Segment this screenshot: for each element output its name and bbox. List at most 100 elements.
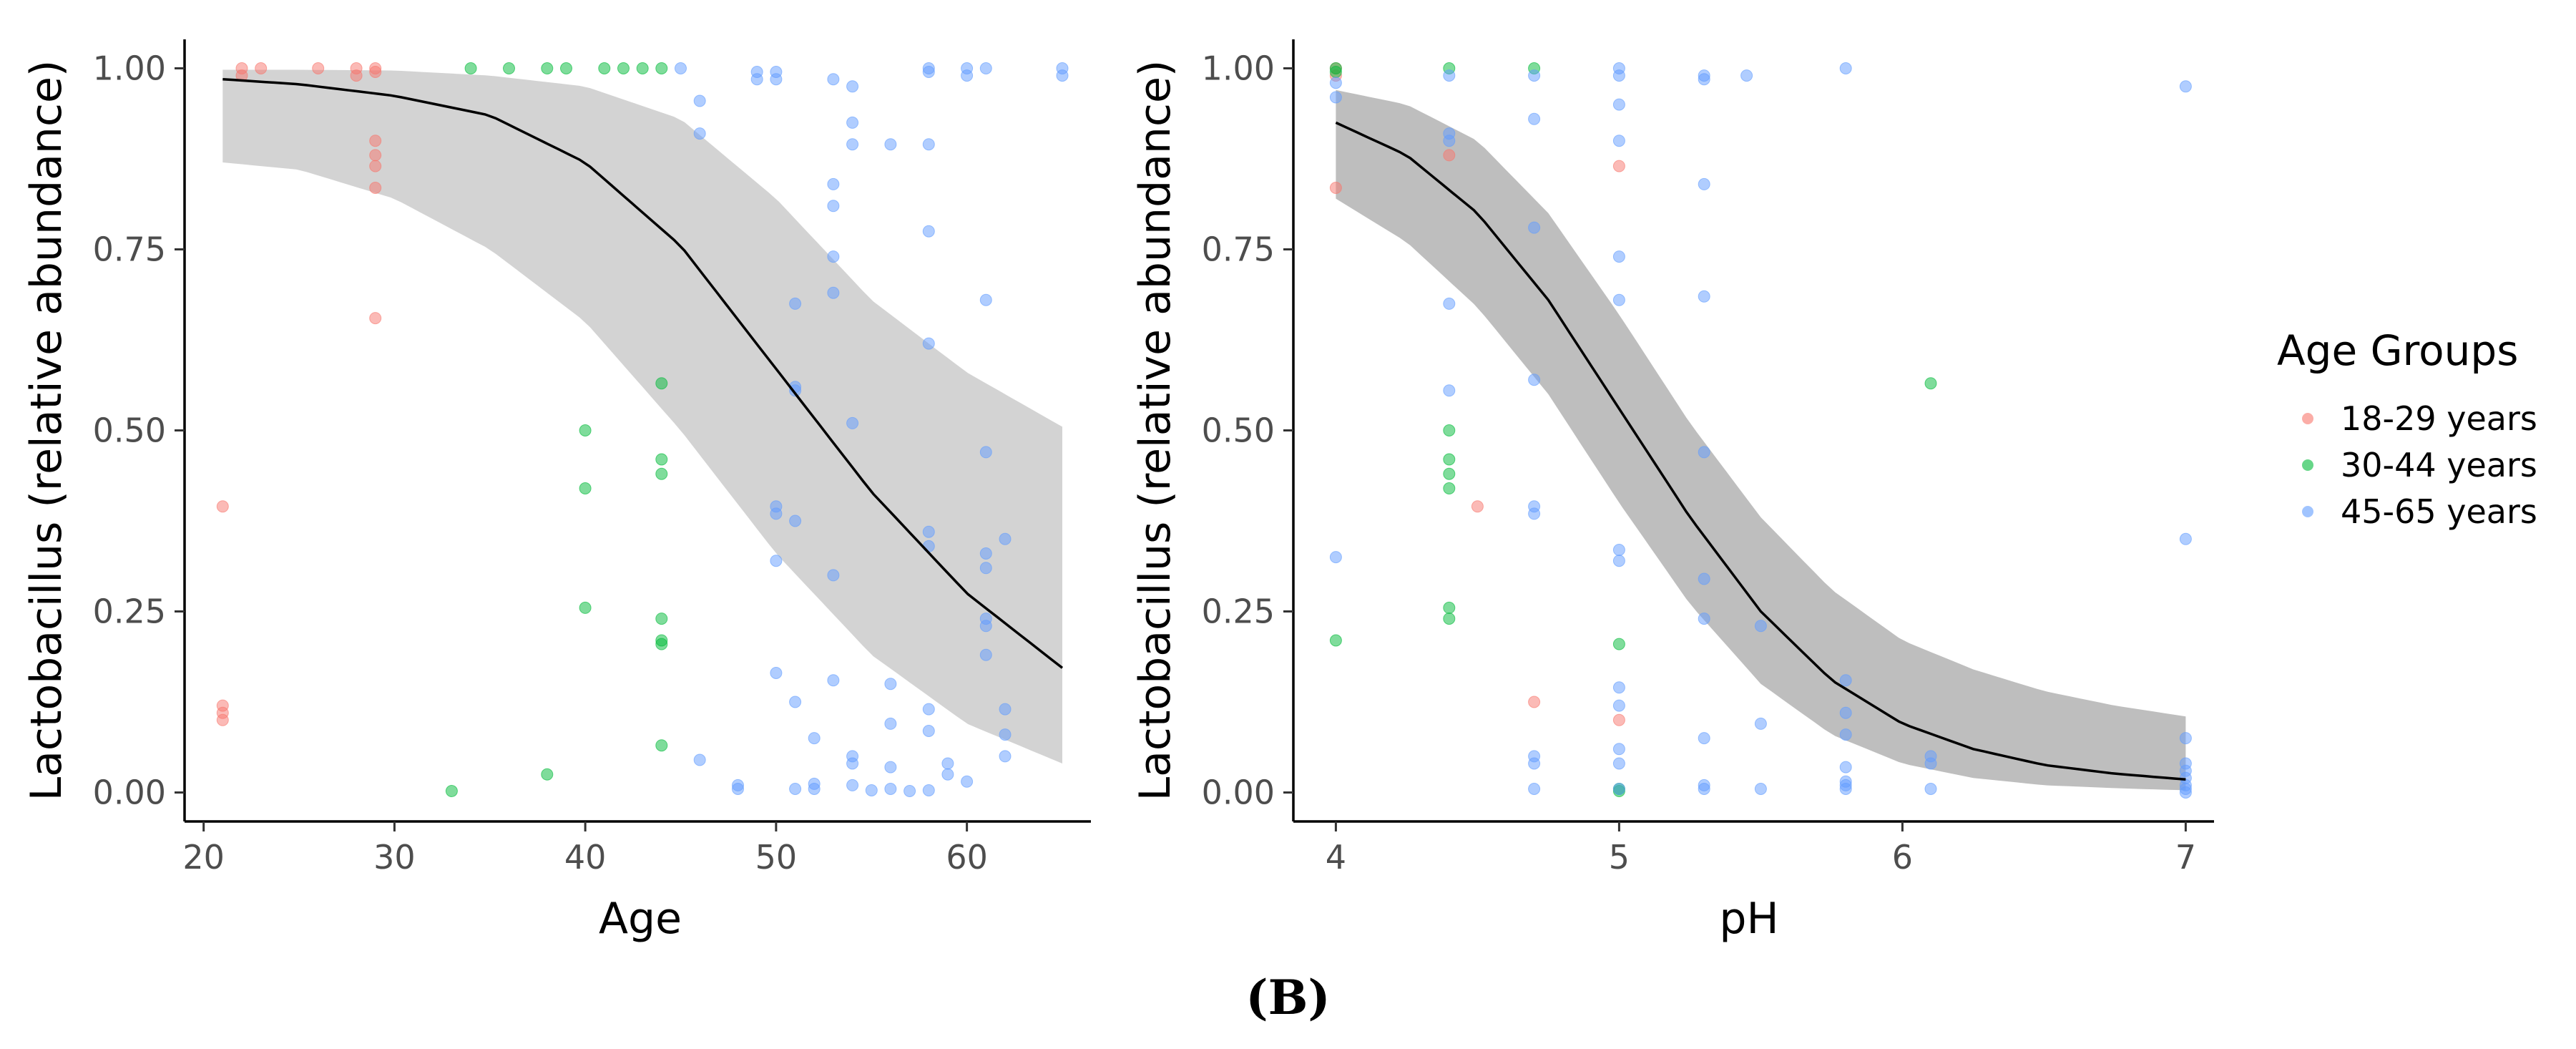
ph-point-45-65-years [1329,551,1342,564]
age-point-45-65-years [827,674,840,687]
age-point-45-65-years [941,757,954,770]
ph-point-45-65-years [1528,507,1541,520]
ph-point-45-65-years [1528,69,1541,82]
ph-point-45-65-years [1698,73,1710,86]
ph-point-45-65-years [1612,783,1625,795]
ph-point-45-65-years [1924,757,1937,770]
age-point-18-29-years [369,182,382,194]
age-point-30-44-years [655,377,668,390]
age-point-30-44-years [636,62,649,74]
ph-point-45-65-years [1698,446,1710,459]
ph-point-45-65-years [1443,135,1456,147]
age-point-45-65-years [827,200,840,213]
age-point-45-65-years [979,446,992,459]
ph-point-45-65-years [2179,532,2192,545]
ph-point-45-65-years [1839,728,1852,741]
ph-point-18-29-years [1528,696,1541,708]
age-point-45-65-years [979,562,992,575]
legend-swatch-30-44 [2302,459,2313,471]
ph-point-45-65-years [1329,91,1342,104]
ph-point-30-44-years [1329,634,1342,647]
age-fit-line [222,77,1064,669]
age-point-45-65-years [846,757,859,770]
age-point-30-44-years [541,62,554,74]
age-y-tick-label: 0.00 [93,774,166,812]
age-y-tick-label: 0.50 [93,411,166,450]
ph-point-45-65-years [1698,732,1710,745]
age-point-45-65-years [693,753,706,766]
age-point-45-65-years [827,73,840,86]
ph-point-45-65-years [1754,717,1767,730]
age-point-45-65-years [846,779,859,791]
age-point-18-29-years [312,62,325,74]
ph-point-45-65-years [1698,613,1710,625]
age-point-45-65-years [846,416,859,429]
age-point-45-65-years [846,138,859,151]
age-point-45-65-years [979,648,992,661]
age-point-45-65-years [789,297,802,310]
ph-point-18-29-years [1443,149,1456,162]
age-point-45-65-years [846,116,859,129]
ph-confidence-ribbon [1336,89,2186,791]
legend-item: 30-44 years [2302,446,2537,484]
ph-point-18-29-years [1471,500,1484,513]
age-y-tick-label: 0.25 [93,592,166,631]
age-point-45-65-years [922,225,935,238]
ph-y-tick-label: 1.00 [1202,49,1275,87]
age-x-tick-label: 30 [373,838,416,877]
legend: Age Groups 18-29 years 30-44 years 45-65… [2277,326,2537,531]
age-point-18-29-years [369,149,382,162]
age-point-30-44-years [579,424,592,436]
age-point-30-44-years [464,62,477,74]
ph-point-45-65-years [1612,293,1625,306]
ph-point-45-65-years [1754,620,1767,633]
ph-x-tick-label: 5 [1609,838,1630,877]
legend-swatch-18-29 [2302,413,2313,424]
age-x-tick-label: 20 [182,838,225,877]
ph-point-30-44-years [1443,482,1456,494]
ph-point-30-44-years [1924,377,1937,390]
ph-point-45-65-years [1839,706,1852,719]
age-point-18-29-years [350,69,363,82]
legend-item: 45-65 years [2302,492,2537,531]
ph-point-45-65-years [2179,732,2192,745]
age-point-30-44-years [655,638,668,650]
age-point-45-65-years [922,337,935,350]
ph-y-tick-label: 0.00 [1202,774,1275,812]
age-point-45-65-years [903,785,916,797]
age-point-45-65-years [808,777,821,790]
age-point-30-44-years [445,785,458,797]
age-point-18-29-years [369,135,382,147]
legend-item: 18-29 years [2302,399,2537,438]
age-point-45-65-years [827,250,840,263]
ph-point-45-65-years [1612,69,1625,82]
age-point-18-29-years [369,160,382,172]
ph-point-45-65-years [1698,177,1710,190]
ph-point-45-65-years [2179,80,2192,93]
ph-point-30-44-years [1612,638,1625,650]
age-point-45-65-years [979,62,992,74]
age-point-45-65-years [675,62,687,74]
age-point-30-44-years [598,62,611,74]
ph-point-45-65-years [1612,757,1625,770]
ph-x-axis-title: pH [1719,894,1778,944]
ph-y-tick-label: 0.25 [1202,592,1275,631]
ph-point-45-65-years [1612,743,1625,756]
ph-point-45-65-years [1839,674,1852,687]
age-point-30-44-years [579,601,592,614]
age-point-45-65-years [999,703,1012,716]
ph-y-tick-label: 0.50 [1202,411,1275,450]
age-y-tick-label: 1.00 [93,49,166,87]
age-confidence-ribbon [222,69,1062,763]
ph-point-45-65-years [1443,384,1456,397]
age-point-45-65-years [941,768,954,781]
age-point-45-65-years [979,620,992,633]
ph-point-18-29-years [1329,182,1342,194]
age-point-45-65-years [999,750,1012,763]
ph-x-tick-label: 7 [2175,838,2196,877]
ph-point-30-44-years [1443,601,1456,614]
ph-point-45-65-years [1329,77,1342,89]
age-point-45-65-years [770,667,783,679]
ph-point-45-65-years [1528,221,1541,234]
